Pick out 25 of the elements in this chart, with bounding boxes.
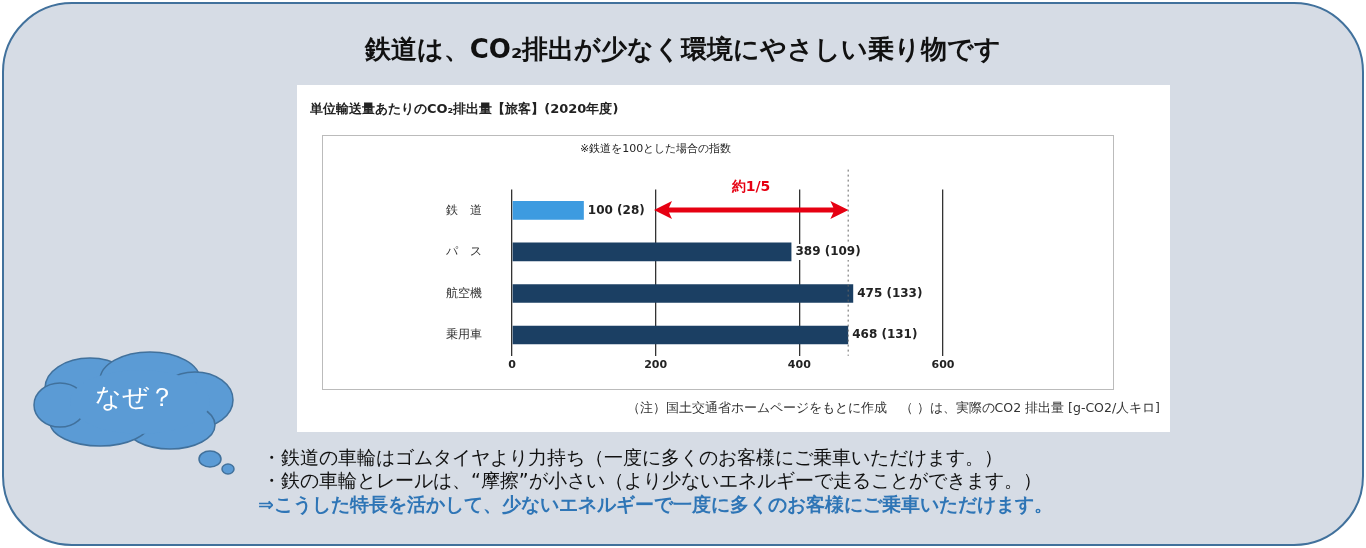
annotation: 約1/5	[730, 178, 772, 197]
data-label: 475 (133)	[857, 285, 923, 300]
data-label: 468 (131)	[852, 327, 918, 342]
bar	[512, 325, 849, 345]
x-tick-label: 400	[787, 358, 812, 372]
bar	[512, 284, 854, 303]
y-tick-label: パ ス	[445, 244, 482, 259]
text: ※鉄道を100とした場合の指数	[580, 142, 732, 156]
bar	[512, 242, 792, 262]
y-tick-label: 乗用車	[446, 327, 482, 342]
text: ・鉄道の車輪はゴムタイヤより力持ち（一度に多くのお客様にご乗車いただけます。）	[262, 446, 1004, 469]
chart-title: 鉄道は、CO₂排出が少なく環境にやさしい乗り物です	[363, 33, 1003, 66]
data-label: 389 (109)	[795, 244, 861, 259]
x-tick-label: 600	[931, 358, 955, 372]
bar	[512, 201, 584, 220]
text: なぜ？	[94, 381, 176, 414]
x-tick-label: 200	[644, 358, 668, 372]
y-tick-label: 鉄 道	[446, 202, 482, 217]
text: （注）国土交通省ホームページをもとに作成 （ ）は、実際のCO2 排出量 [g-CO2/人キロ]	[625, 400, 1160, 417]
text: ・鉄の車輪とレールは、“摩擦”が小さい（より少ないエネルギーで走ることができます。）	[262, 469, 1042, 492]
text: ⇒こうした特長を活かして、少ないエネルギーで一度に多くのお客様にご乗車いただけます。	[258, 492, 1053, 517]
x-tick-label: 0	[508, 358, 517, 372]
chart-subtitle: 単位輸送量あたりのCO₂排出量【旅客】(2020年度)	[309, 101, 619, 117]
data-label: 100 (28)	[587, 202, 645, 217]
y-tick-label: 航空機	[446, 285, 482, 300]
